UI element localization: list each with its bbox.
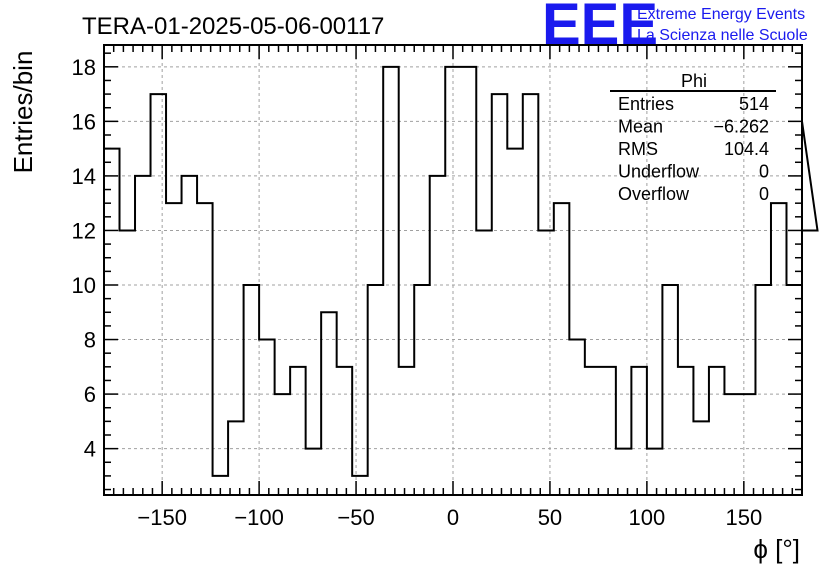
logo-line-1: Extreme Energy Events [637,6,805,23]
stats-value: −6.262 [713,117,769,137]
stats-value: 0 [759,162,769,182]
stats-label: Overflow [618,184,690,204]
logo-mark: EEE [542,0,658,57]
x-tick-label: 50 [538,505,562,530]
x-tick-labels: −150 −100 −50 0 50 100 150 [137,505,762,530]
y-tick-label: 14 [72,164,96,189]
y-tick-label: 16 [72,109,96,134]
grid-lines [104,45,802,495]
stats-box: Phi Entries 514 Mean −6.262 RMS 104.4 Underflo… [610,71,776,204]
x-tick-label: 150 [725,505,762,530]
logo-line-2: La Scienza nelle Scuole [637,27,808,44]
stats-value: 0 [759,184,769,204]
stats-value: 514 [739,94,769,114]
stats-value: 104.4 [724,139,769,159]
stats-label: Entries [618,94,674,114]
x-tick-label: 0 [447,505,459,530]
y-axis-title: Entries/bin [8,51,38,174]
x-tick-label: 100 [629,505,666,530]
eee-logo: EEE Extreme Energy Events La Scienza nel… [542,0,808,57]
y-tick-label: 8 [84,328,96,353]
y-tick-label: 10 [72,273,96,298]
x-tick-label: −100 [234,505,284,530]
y-tick-label: 18 [72,55,96,80]
y-tick-label: 12 [72,218,96,243]
x-tick-label: −50 [337,505,374,530]
stats-label: Mean [618,117,663,137]
stats-title: Phi [681,71,707,91]
axis-ticks [104,45,802,495]
x-tick-label: −150 [137,505,187,530]
chart-title: TERA-01-2025-05-06-00117 [82,13,384,40]
y-tick-label: 4 [84,437,96,462]
stats-label: RMS [618,139,658,159]
y-tick-labels: 4 6 8 10 12 14 16 18 [72,55,96,462]
stats-label: Underflow [618,162,700,182]
x-axis-title: ϕ [°] [753,534,800,564]
histogram-line [103,65,819,495]
y-tick-label: 6 [84,382,96,407]
